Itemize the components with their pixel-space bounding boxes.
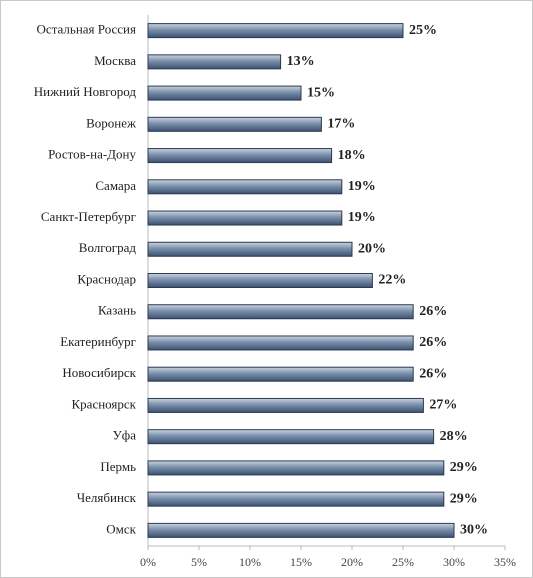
- value-label: 18%: [338, 148, 366, 163]
- y-tick-label: Краснодар: [77, 271, 136, 286]
- bar: [147, 148, 333, 164]
- value-label: 20%: [358, 241, 386, 256]
- x-tick-label: 25%: [392, 555, 414, 569]
- bar: [147, 491, 445, 507]
- bar: [147, 54, 282, 70]
- y-tick-label: Волгоград: [79, 240, 137, 255]
- value-label: 19%: [348, 210, 376, 225]
- bar: [147, 304, 414, 320]
- y-tick-label: Санкт-Петербург: [41, 209, 136, 224]
- bar: [147, 273, 373, 288]
- value-label: 13%: [287, 54, 315, 69]
- y-tick-label: Ростов-на-Дону: [48, 147, 136, 162]
- bar: [147, 85, 302, 101]
- x-tick-label: 35%: [494, 555, 516, 569]
- value-label: 26%: [419, 366, 447, 381]
- x-tick-label: 30%: [443, 555, 465, 569]
- bar: [147, 429, 435, 445]
- x-tick-label: 0%: [140, 555, 156, 569]
- y-tick-label: Остальная Россия: [37, 22, 136, 37]
- value-label: 29%: [450, 491, 478, 506]
- value-label: 19%: [348, 179, 376, 194]
- y-tick-label: Новосибирск: [62, 365, 136, 380]
- bar: [147, 241, 353, 257]
- x-tick-label: 20%: [341, 555, 363, 569]
- value-label: 27%: [429, 398, 457, 413]
- y-tick-label: Москва: [94, 53, 136, 68]
- y-tick-label: Екатеринбург: [60, 334, 136, 349]
- value-label: 30%: [460, 523, 488, 538]
- value-label: 26%: [419, 304, 447, 319]
- value-label: 22%: [378, 273, 406, 288]
- y-tick-label: Самара: [95, 178, 136, 193]
- bar: [147, 366, 414, 382]
- y-tick-label: Челябинск: [77, 490, 137, 505]
- bar: [147, 460, 445, 476]
- bar: [147, 23, 404, 39]
- y-tick-label: Красноярск: [72, 396, 137, 411]
- x-tick-label: 15%: [290, 555, 312, 569]
- bar: [147, 116, 322, 132]
- x-tick-label: 10%: [239, 555, 261, 569]
- bar: [147, 210, 343, 226]
- value-label: 26%: [419, 335, 447, 350]
- y-tick-label: Пермь: [100, 459, 136, 474]
- x-tick-label: 5%: [191, 555, 207, 569]
- value-label: 29%: [450, 460, 478, 475]
- y-tick-label: Нижний Новгород: [34, 84, 137, 99]
- bar: [147, 522, 455, 538]
- y-tick-label: Казань: [98, 303, 136, 318]
- value-label: 25%: [409, 23, 437, 38]
- value-label: 28%: [440, 429, 468, 444]
- bar: [147, 397, 424, 413]
- y-tick-label: Воронеж: [86, 115, 137, 130]
- value-label: 15%: [307, 85, 335, 100]
- y-tick-label: Омск: [106, 521, 136, 536]
- y-tick-label: Уфа: [113, 428, 137, 443]
- bar: [147, 179, 343, 195]
- bar: [147, 335, 414, 351]
- value-label: 17%: [327, 117, 355, 132]
